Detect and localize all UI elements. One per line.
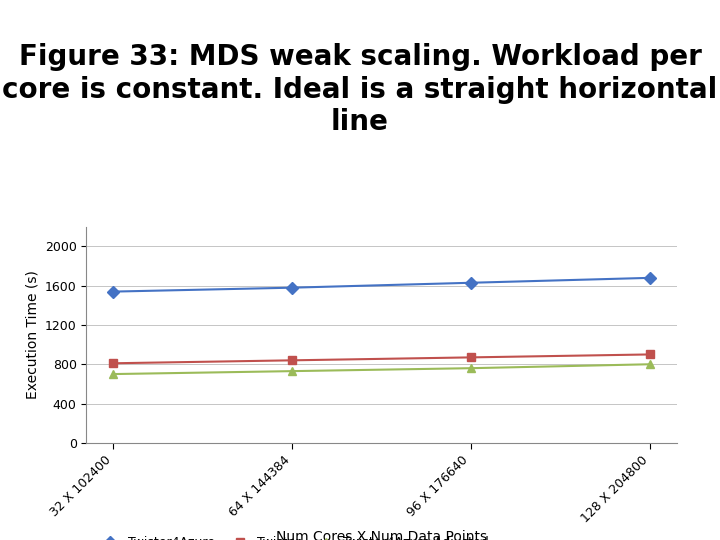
- Twister4Azure Adjusted: [646, 361, 654, 368]
- Twister4Azure Adjusted: [288, 368, 297, 374]
- Legend: Twister4Azure, Twister, Twister4Azure Adjusted: Twister4Azure, Twister, Twister4Azure Ad…: [93, 531, 494, 540]
- Twister4Azure: [646, 275, 654, 281]
- Line: Twister4Azure Adjusted: Twister4Azure Adjusted: [109, 360, 654, 378]
- Text: Figure 33: MDS weak scaling. Workload per
core is constant. Ideal is a straight : Figure 33: MDS weak scaling. Workload pe…: [2, 43, 718, 136]
- Y-axis label: Execution Time (s): Execution Time (s): [25, 271, 40, 399]
- Twister4Azure: [467, 280, 475, 286]
- Twister4Azure Adjusted: [467, 365, 475, 372]
- Twister: [288, 357, 297, 363]
- X-axis label: Num Cores X Num Data Points: Num Cores X Num Data Points: [276, 530, 487, 540]
- Line: Twister4Azure: Twister4Azure: [109, 274, 654, 296]
- Twister4Azure Adjusted: [109, 371, 117, 377]
- Twister4Azure: [109, 288, 117, 295]
- Twister: [646, 351, 654, 357]
- Twister4Azure: [288, 285, 297, 291]
- Twister: [109, 360, 117, 367]
- Line: Twister: Twister: [109, 350, 654, 367]
- Twister: [467, 354, 475, 361]
